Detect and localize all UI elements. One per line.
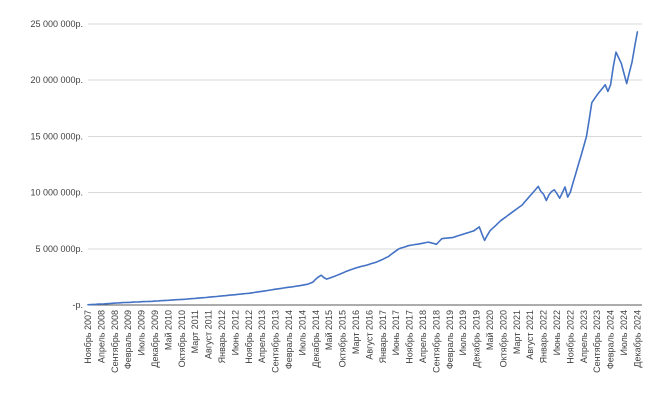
x-axis-tick-label: Ноябрь 2022	[565, 310, 575, 364]
x-axis-tick-label: Февраль 2019	[445, 310, 455, 369]
x-axis-tick-label: Май 2015	[324, 310, 334, 350]
x-axis-tick-label: Февраль 2009	[123, 310, 133, 369]
x-axis-tick-label: Январь 2022	[539, 310, 549, 363]
x-axis-tick-label: Ноябрь 2012	[244, 310, 254, 364]
x-axis-tick-label: Ноябрь 2007	[83, 310, 93, 364]
x-axis-tick-label: Сентябрь 2023	[592, 310, 602, 373]
x-axis-tick-label: Октябрь 2010	[177, 310, 187, 367]
x-axis-tick-label: Сентябрь 2008	[110, 310, 120, 373]
y-axis-tick-label: 25 000 000р.	[30, 19, 83, 29]
x-axis-tick-label: Июнь 2017	[391, 310, 401, 355]
x-axis-tick-label: Сентябрь 2018	[431, 310, 441, 373]
x-axis-tick-label: Январь 2017	[378, 310, 388, 363]
x-axis-tick-label: Март 2021	[512, 310, 522, 354]
x-axis-tick-label: Июль 2014	[297, 310, 307, 355]
x-axis-tick-label: Февраль 2014	[284, 310, 294, 369]
x-axis-tick-label: Июль 2024	[619, 310, 629, 355]
y-axis-tick-label: -р.	[72, 300, 83, 310]
x-axis-tick-label: Декабрь 2009	[150, 310, 160, 368]
y-axis-tick-label: 10 000 000р.	[30, 188, 83, 198]
x-axis-tick-label: Август 2021	[525, 310, 535, 360]
data-series-line	[87, 31, 639, 306]
x-axis-tick-label: Май 2010	[163, 310, 173, 350]
x-axis-tick-label: Декабрь 2024	[632, 310, 642, 368]
x-axis-tick-label: Июль 2009	[137, 310, 147, 355]
x-axis-tick-label: Декабрь 2014	[311, 310, 321, 368]
x-axis-tick-label: Август 2011	[204, 310, 214, 359]
x-axis-tick-label: Октябрь 2015	[338, 310, 348, 367]
x-axis-tick-label: Май 2020	[485, 310, 495, 350]
x-axis-tick-label: Апрель 2013	[257, 310, 267, 363]
x-axis-tick-label: Апрель 2023	[579, 310, 589, 363]
x-axis-tick-label: Апрель 2008	[96, 310, 106, 363]
x-axis-tick-label: Апрель 2018	[418, 310, 428, 363]
x-axis-tick-label: Март 2016	[351, 310, 361, 354]
x-axis-tick-label: Декабрь 2019	[472, 310, 482, 368]
x-axis-tick-label: Март 2011	[190, 310, 200, 353]
x-axis-tick-label: Август 2016	[364, 310, 374, 360]
y-axis-tick-label: 5 000 000р.	[35, 244, 83, 254]
x-axis-tick-label: Июнь 2022	[552, 310, 562, 355]
x-axis-tick-label: Февраль 2024	[606, 310, 616, 369]
y-axis-tick-label: 20 000 000р.	[30, 75, 83, 85]
x-axis-tick-label: Июль 2019	[458, 310, 468, 355]
x-axis-tick-label: Октябрь 2020	[498, 310, 508, 367]
y-axis-tick-label: 15 000 000р.	[30, 131, 83, 141]
x-axis-tick-label: Сентябрь 2013	[271, 310, 281, 373]
x-axis-tick-label: Июнь 2012	[230, 310, 240, 355]
x-axis-tick-label: Ноябрь 2017	[405, 310, 415, 364]
x-axis-tick-label: Январь 2012	[217, 310, 227, 363]
